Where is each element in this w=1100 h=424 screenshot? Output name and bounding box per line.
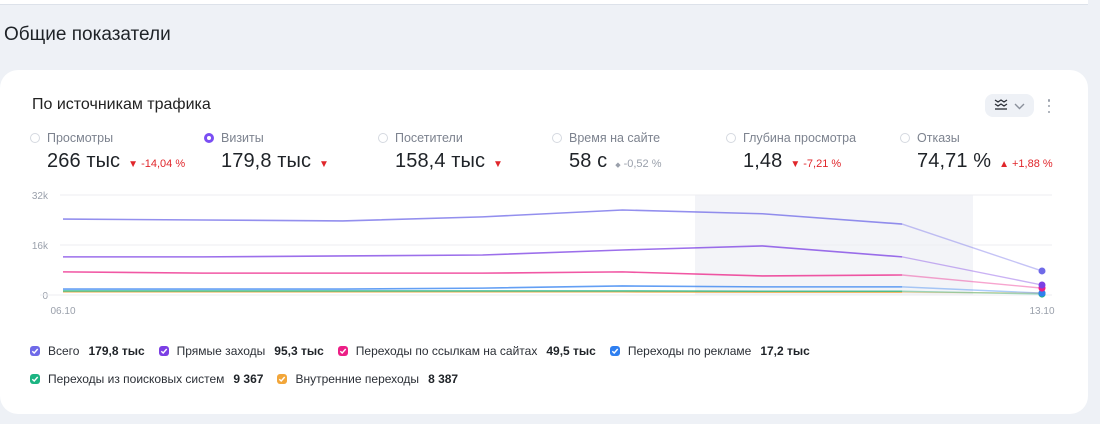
checkbox-checked-icon[interactable] (277, 374, 288, 384)
checkbox-checked-icon[interactable] (30, 346, 40, 356)
series-line-partial (902, 286, 1043, 294)
chart-type-button[interactable] (985, 94, 1034, 117)
series-line-partial (902, 291, 1043, 294)
more-dot (1047, 110, 1051, 113)
arrow-down-icon: ▼ (319, 159, 329, 170)
legend-item[interactable]: Переходы из поисковых систем 9 367 (30, 372, 263, 386)
y-tick-label: 32k (32, 191, 49, 202)
metric-label: Отказы (917, 131, 960, 145)
metric-tab[interactable]: Просмотры 266 тыс ▼ -14,04 % (30, 130, 185, 173)
legend-item[interactable]: Переходы по рекламе 17,2 тыс (609, 344, 810, 358)
metric-delta-value: +1,88 % (1012, 158, 1053, 170)
checkbox-checked-icon[interactable] (609, 346, 620, 356)
legend-value: 95,3 тыс (274, 344, 324, 358)
metric-tab[interactable]: Глубина просмотра 1,48 ▼ -7,21 % (726, 130, 856, 173)
series-line-partial (902, 290, 1043, 295)
legend-label: Переходы по рекламе (627, 344, 752, 358)
metric-delta-value: -0,52 % (623, 158, 662, 170)
series-line[interactable] (63, 245, 903, 258)
more-options-button[interactable] (1044, 96, 1054, 116)
card-title: По источникам трафика (32, 96, 211, 113)
y-tick-label: 16k (32, 241, 49, 252)
metric-tab[interactable]: Визиты 179,8 тыс ▼ (204, 130, 332, 173)
legend-value: 9 367 (233, 372, 264, 386)
metric-value: 158,4 тыс (395, 150, 486, 172)
checkbox-checked-icon[interactable] (337, 346, 348, 356)
series-endpoint[interactable] (1038, 281, 1046, 289)
legend-value: 8 387 (428, 372, 459, 386)
metric-label: Визиты (221, 131, 264, 145)
metric-value: 58 с (569, 150, 608, 172)
legend-value: 179,8 тыс (88, 344, 145, 358)
chart-legend: Всего 179,8 тыс Прямые заходы 95,3 тыс Перех… (30, 342, 1070, 398)
metric-delta: ▼ -7,21 % (790, 158, 841, 170)
series-endpoint[interactable] (1038, 289, 1046, 297)
legend-row: Всего 179,8 тыс Прямые заходы 95,3 тыс Перех… (30, 342, 1070, 360)
metric-delta: ▼ (493, 159, 506, 170)
legend-label: Всего (48, 344, 80, 358)
metric-delta: ▲ +1,88 % (999, 158, 1053, 170)
arrow-up-icon: ▲ (999, 159, 1009, 170)
top-card (0, 0, 1088, 5)
x-tick-label: 13.10 (1029, 306, 1054, 317)
y-tick-label: 0 (42, 291, 48, 302)
section-title: Общие показатели (4, 24, 171, 45)
arrow-down-icon: ▼ (493, 159, 503, 170)
legend-item[interactable]: Внутренние переходы 8 387 (277, 372, 458, 386)
more-vertical-icon (1047, 99, 1051, 102)
legend-value: 49,5 тыс (546, 344, 596, 358)
arrow-down-icon: ▼ (790, 159, 801, 170)
metric-label: Глубина просмотра (743, 131, 857, 145)
metric-radio[interactable] (900, 133, 910, 143)
more-dot (1047, 104, 1051, 108)
legend-label: Переходы из поисковых систем (48, 372, 225, 386)
metric-label: Просмотры (47, 131, 114, 145)
metric-radio[interactable] (552, 133, 562, 143)
legend-item[interactable]: Всего 179,8 тыс (30, 344, 145, 358)
chevron-down-icon (1014, 97, 1025, 115)
series-line-partial (902, 274, 1043, 289)
series-endpoint[interactable] (1038, 267, 1046, 275)
legend-item[interactable]: Прямые заходы 95,3 тыс (158, 344, 324, 358)
metric-tab[interactable]: Отказы 74,71 % ▲ +1,88 % (900, 130, 1053, 173)
metric-value: 1,48 (743, 150, 783, 172)
metric-tab[interactable]: Посетители 158,4 тыс ▼ (378, 130, 506, 173)
series-line[interactable] (62, 209, 903, 225)
line-chart: 32k 16k 006.10 13.10 (32, 191, 1055, 317)
metric-label: Время на сайте (569, 131, 661, 145)
metric-delta-value: -14,04 % (141, 158, 186, 170)
legend-label: Переходы по ссылкам на сайтах (355, 344, 538, 358)
legend-label: Прямые заходы (176, 344, 266, 358)
metric-value: 266 тыс (47, 150, 121, 172)
checkbox-checked-icon[interactable] (30, 374, 40, 384)
metric-radio[interactable] (204, 133, 214, 143)
traffic-sources-card: По источникам трафика Просмотры 266 тыс ▼ -… (0, 70, 1088, 414)
metric-delta: ▼ (319, 159, 332, 170)
series-line-partial (901, 223, 1043, 272)
metric-delta: ◆ -0,52 % (615, 158, 661, 170)
metric-delta: ▼ -14,04 % (128, 158, 185, 170)
metric-label: Посетители (395, 131, 463, 145)
legend-row: Переходы из поисковых систем 9 367 Внутрен… (30, 370, 1070, 388)
legend-label: Внутренние переходы (295, 372, 420, 386)
diamond-icon: ◆ (615, 162, 621, 169)
metric-value: 179,8 тыс (221, 150, 312, 172)
arrow-down-icon: ▼ (128, 159, 139, 170)
metric-value: 74,71 % (917, 150, 992, 172)
series-line-partial (902, 256, 1043, 286)
metric-radio[interactable] (30, 133, 40, 143)
series-line[interactable] (62, 271, 903, 277)
metric-delta-value: -7,21 % (803, 158, 842, 170)
line-chart-icon (994, 97, 1008, 115)
legend-item[interactable]: Переходы по ссылкам на сайтах 49,5 тыс (337, 344, 596, 358)
x-tick-label: 06.10 (50, 306, 75, 317)
metric-radio[interactable] (378, 133, 388, 143)
checkbox-checked-icon[interactable] (158, 346, 169, 356)
series-line[interactable] (63, 285, 903, 290)
metric-radio[interactable] (726, 133, 736, 143)
legend-value: 17,2 тыс (760, 344, 810, 358)
metric-tab[interactable]: Время на сайте 58 с ◆ -0,52 % (552, 130, 662, 173)
metrics-row: Просмотры 266 тыс ▼ -14,04 % Визиты 179,8 тыс… (30, 130, 1070, 176)
